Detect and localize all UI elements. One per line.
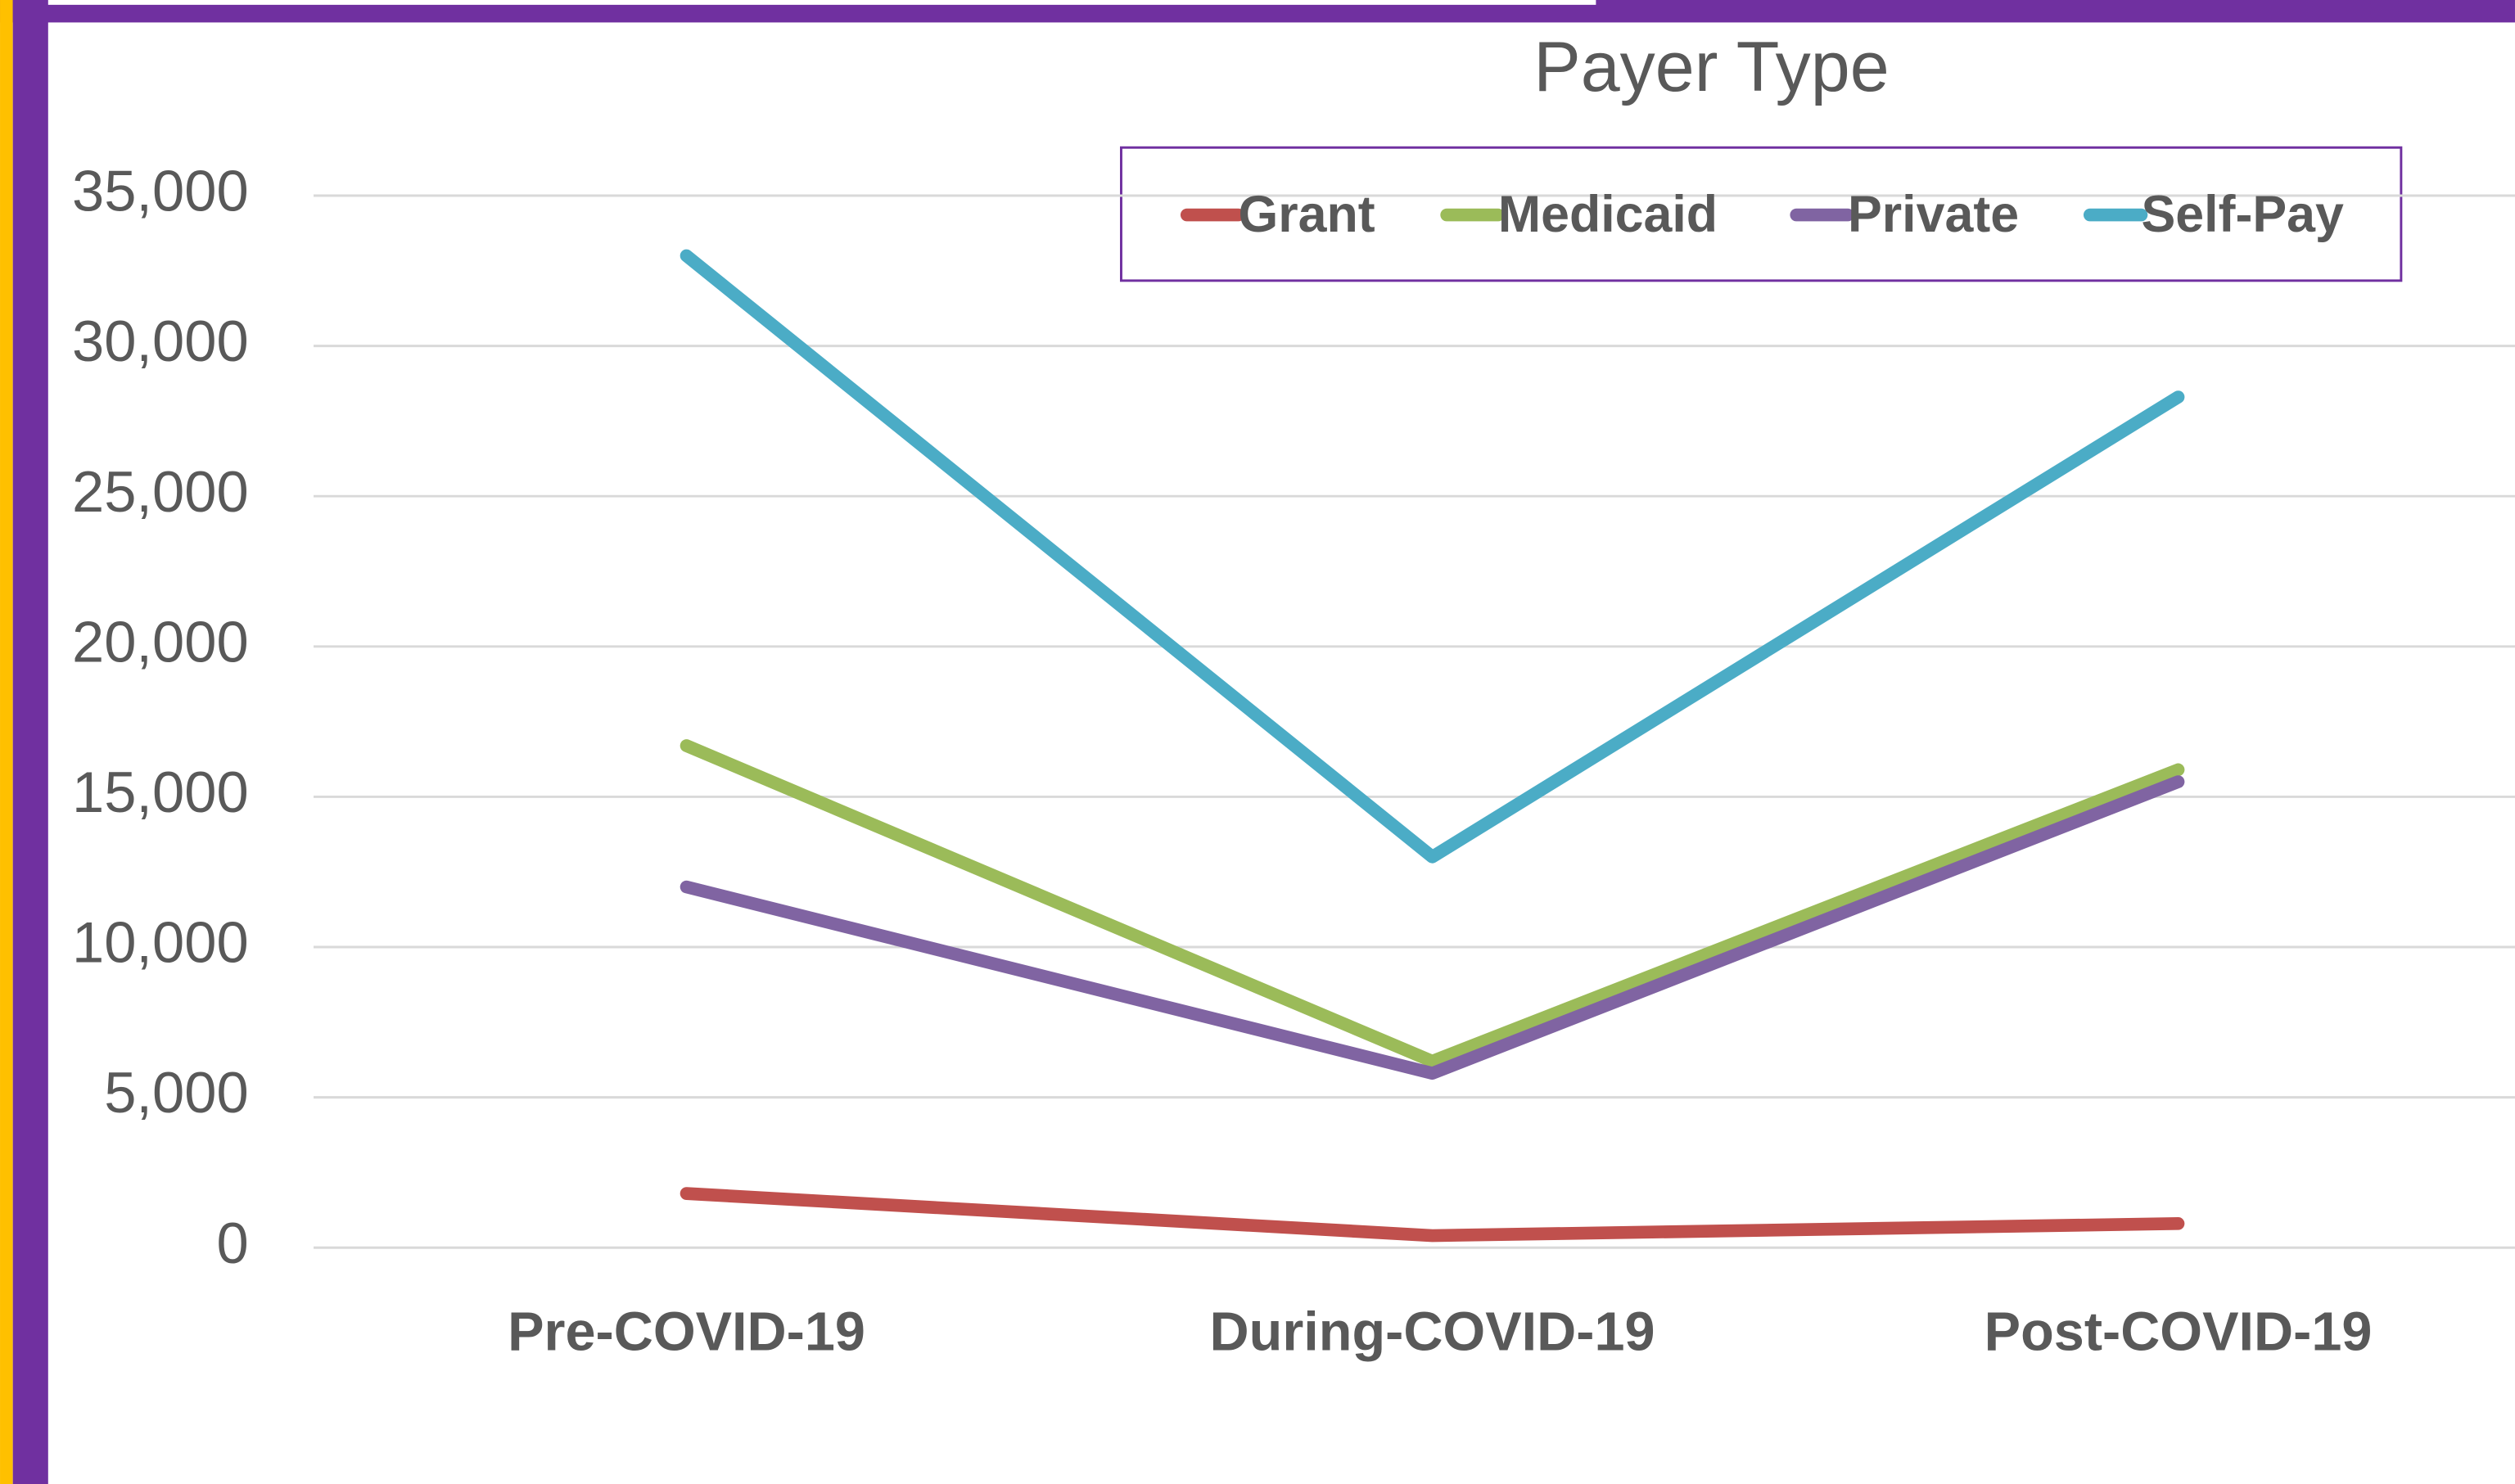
series-line bbox=[680, 1187, 2185, 1243]
left-border bbox=[12, 0, 48, 1484]
legend-label: Private bbox=[1848, 186, 2019, 243]
x-tick-label: During-COVID-19 bbox=[1210, 1302, 1655, 1363]
legend-box bbox=[1120, 146, 2403, 282]
y-tick-label: 25,000 bbox=[72, 459, 249, 524]
legend-label: Self-Pay bbox=[2141, 186, 2344, 243]
legend-label: Medicaid bbox=[1498, 186, 1718, 243]
y-tick-label: 10,000 bbox=[72, 910, 249, 975]
x-tick-label: Post-COVID-19 bbox=[1984, 1302, 2373, 1363]
series-line bbox=[680, 739, 2185, 1068]
left-accent bbox=[0, 0, 13, 1484]
y-tick-label: 5,000 bbox=[104, 1060, 248, 1125]
legend-label: Grant bbox=[1238, 186, 1375, 243]
y-tick-label: 20,000 bbox=[72, 609, 249, 674]
series-line bbox=[680, 775, 2185, 1080]
series-line bbox=[680, 249, 2185, 864]
y-tick-label: 0 bbox=[216, 1211, 248, 1275]
x-tick-label: Pre-COVID-19 bbox=[508, 1302, 865, 1363]
y-tick-label: 30,000 bbox=[72, 309, 249, 373]
top-border-gap bbox=[35, 0, 1596, 5]
chart-title: Payer Type bbox=[1533, 28, 1889, 106]
y-tick-label: 35,000 bbox=[72, 159, 249, 223]
y-tick-label: 15,000 bbox=[72, 760, 249, 824]
